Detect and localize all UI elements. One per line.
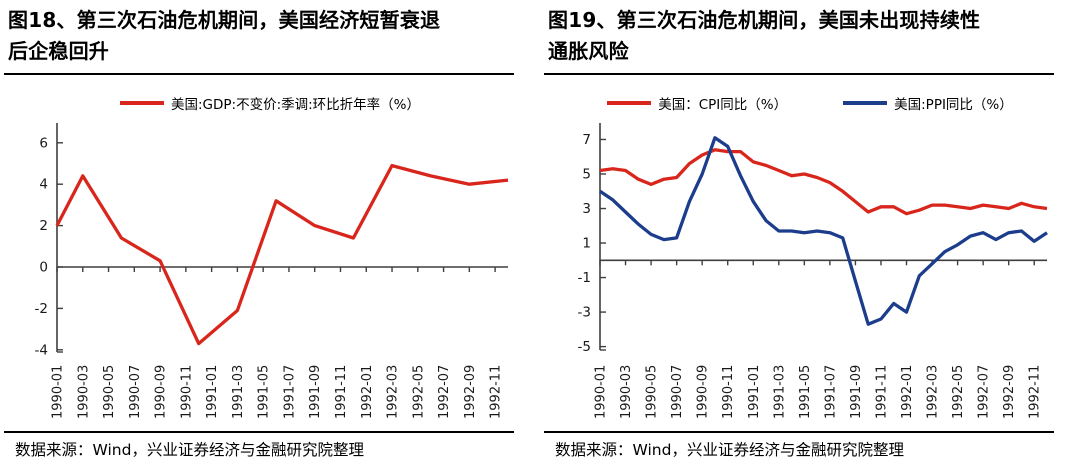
- svg-text:1990-03: 1990-03: [76, 365, 91, 419]
- footer-divider: [4, 431, 514, 433]
- svg-text:1991-11: 1991-11: [874, 365, 889, 419]
- svg-text:1990-11: 1990-11: [721, 365, 736, 419]
- svg-text:-1: -1: [578, 270, 591, 286]
- figure-19-source-note: 数据来源：Wind，兴业证券经济与金融研究院整理: [555, 441, 904, 459]
- svg-text:3: 3: [582, 201, 591, 217]
- svg-text:1992-01: 1992-01: [900, 365, 915, 419]
- figure-18-title-line-2: 后企稳回升: [8, 39, 109, 63]
- svg-text:1990-03: 1990-03: [619, 365, 634, 419]
- svg-text:0: 0: [39, 260, 48, 276]
- svg-text:1991-07: 1991-07: [823, 365, 838, 419]
- svg-text:1991-03: 1991-03: [231, 365, 246, 419]
- svg-text:1990-09: 1990-09: [154, 365, 169, 419]
- x-axis: 1990-01 1990-03 1990-05 1990-07 1990-09 1990-…: [51, 266, 508, 419]
- title-divider: [4, 73, 514, 75]
- legend-item-gdp: 美国:GDP:不变价:季调:环比折年率（%）: [119, 93, 421, 113]
- svg-text:1992-01: 1992-01: [360, 365, 375, 419]
- svg-text:-4: -4: [35, 342, 48, 358]
- figure-19-legend: 美国：CPI同比（%） 美国:PPI同比（%）: [540, 93, 1080, 113]
- svg-text:2: 2: [39, 218, 48, 234]
- figure-19-title-line-2: 通胀风险: [548, 39, 629, 63]
- svg-text:1: 1: [582, 236, 591, 252]
- svg-text:1992-11: 1992-11: [489, 365, 504, 419]
- svg-text:5: 5: [582, 167, 591, 183]
- svg-text:1990-05: 1990-05: [645, 365, 660, 419]
- svg-text:-2: -2: [35, 301, 48, 317]
- svg-text:1992-07: 1992-07: [437, 365, 452, 419]
- svg-text:1991-01: 1991-01: [205, 365, 220, 419]
- figure-18-title: 图18、第三次石油危机期间，美国经济短暂衰退 后企稳回升: [8, 5, 478, 67]
- ppi-line-swatch: [843, 101, 888, 105]
- svg-text:1990-07: 1990-07: [128, 365, 143, 419]
- svg-text:4: 4: [39, 177, 48, 193]
- svg-text:-3: -3: [578, 305, 591, 321]
- series-line-0: [55, 163, 509, 346]
- legend-label-cpi: 美国：CPI同比（%）: [658, 97, 788, 113]
- svg-text:1992-05: 1992-05: [951, 365, 966, 419]
- svg-text:1991-09: 1991-09: [308, 365, 323, 419]
- series-line-0: [599, 148, 1048, 216]
- svg-text:1991-01: 1991-01: [747, 365, 762, 419]
- gdp-line-swatch: [119, 101, 164, 105]
- svg-text:1992-07: 1992-07: [977, 365, 992, 419]
- figure-18-title-line-1: 图18、第三次石油危机期间，美国经济短暂衰退: [8, 8, 441, 32]
- svg-text:1990-01: 1990-01: [594, 365, 609, 419]
- svg-text:1992-05: 1992-05: [411, 365, 426, 419]
- svg-text:1990-05: 1990-05: [102, 365, 117, 419]
- svg-text:1991-11: 1991-11: [334, 365, 349, 419]
- svg-text:7: 7: [582, 132, 591, 148]
- svg-text:1990-07: 1990-07: [670, 365, 685, 419]
- figure-panel-18: 图18、第三次石油危机期间，美国经济短暂衰退 后企稳回升 美国:GDP:不变价:…: [0, 5, 540, 459]
- legend-label-gdp: 美国:GDP:不变价:季调:环比折年率（%）: [170, 97, 421, 113]
- x-axis: 1990-01 1990-03 1990-05 1990-07 1990-09 1990-…: [594, 259, 1047, 419]
- figure-panel-19: 图19、第三次石油危机期间，美国未出现持续性 通胀风险 美国：CPI同比（%） …: [540, 0, 1080, 466]
- svg-text:1992-11: 1992-11: [1028, 365, 1043, 419]
- figure-18-legend: 美国:GDP:不变价:季调:环比折年率（%）: [0, 93, 540, 113]
- svg-text:1990-11: 1990-11: [179, 365, 194, 419]
- svg-text:1991-03: 1991-03: [772, 365, 787, 419]
- legend-item-ppi: 美国:PPI同比（%）: [843, 93, 1013, 113]
- title-divider: [544, 73, 1054, 75]
- svg-text:1991-05: 1991-05: [798, 365, 813, 419]
- svg-text:1991-05: 1991-05: [257, 365, 272, 419]
- figure-18-source-note: 数据来源：Wind，兴业证券经济与金融研究院整理: [15, 441, 364, 459]
- figure-19-title: 图19、第三次石油危机期间，美国未出现持续性 通胀风险: [548, 5, 1018, 67]
- legend-label-ppi: 美国:PPI同比（%）: [894, 97, 1013, 113]
- svg-text:1992-09: 1992-09: [463, 365, 478, 419]
- y-axis: 6 4 2 0 -2 -4: [35, 123, 63, 358]
- figure-19-title-line-1: 图19、第三次石油危机期间，美国未出现持续性: [548, 8, 981, 32]
- legend-item-cpi: 美国：CPI同比（%）: [607, 93, 787, 113]
- y-axis: 7 5 3 1 -1 -3 -5: [578, 123, 606, 355]
- svg-text:1991-07: 1991-07: [282, 365, 297, 419]
- svg-text:1990-01: 1990-01: [51, 365, 66, 419]
- svg-text:-5: -5: [578, 339, 591, 355]
- svg-text:6: 6: [39, 135, 48, 151]
- cpi-line-swatch: [607, 101, 652, 105]
- svg-text:1992-03: 1992-03: [386, 365, 401, 419]
- svg-text:1990-09: 1990-09: [696, 365, 711, 419]
- svg-text:1992-09: 1992-09: [1002, 365, 1017, 419]
- svg-text:1991-09: 1991-09: [849, 365, 864, 419]
- series-line-1: [599, 136, 1048, 326]
- footer-divider: [544, 431, 1054, 433]
- svg-text:1992-03: 1992-03: [926, 365, 941, 419]
